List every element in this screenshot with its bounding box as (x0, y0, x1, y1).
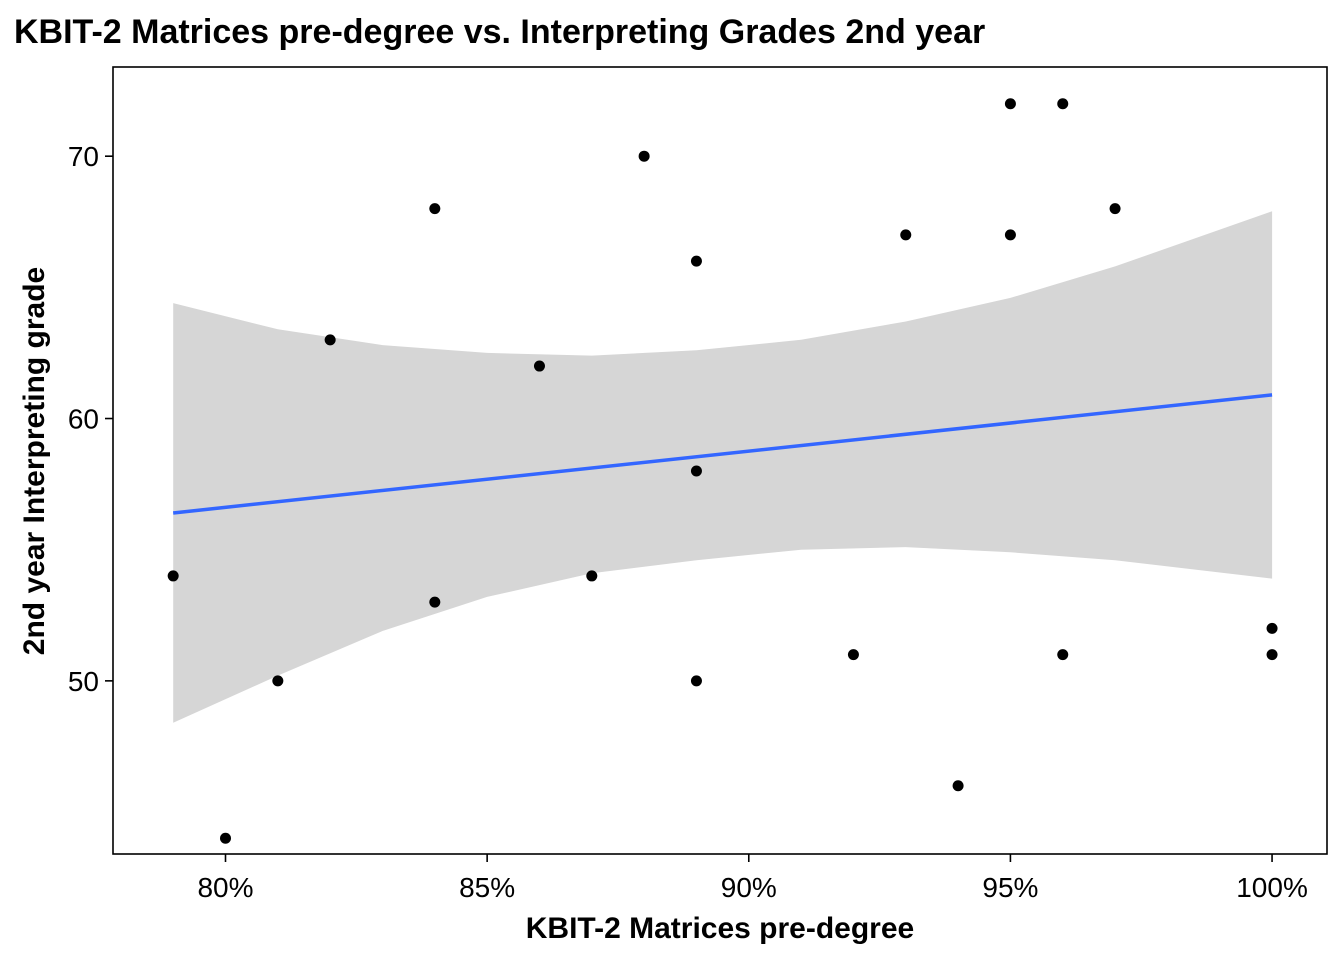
x-tick-label: 95% (982, 872, 1038, 903)
data-point (952, 780, 964, 792)
y-axis-title: 2nd year Interpreting grade (18, 267, 51, 655)
data-point (847, 649, 859, 661)
data-point (429, 596, 441, 608)
data-point (690, 465, 702, 477)
data-point (1004, 229, 1016, 241)
data-point (533, 360, 545, 372)
x-tick-label: 100% (1236, 872, 1308, 903)
data-point (690, 675, 702, 687)
x-tick-label: 85% (459, 872, 515, 903)
data-point (272, 675, 284, 687)
y-tick-label: 70 (68, 141, 99, 172)
x-tick-label: 90% (721, 872, 777, 903)
data-point (586, 570, 598, 582)
data-point (429, 203, 441, 215)
data-point (1004, 98, 1016, 110)
x-axis-title: KBIT-2 Matrices pre-degree (526, 912, 914, 945)
data-point (1266, 649, 1278, 661)
data-point (1266, 622, 1278, 634)
x-axis: 80% 85% 90% 95% 100% (197, 854, 1308, 903)
confidence-band-layer (173, 211, 1273, 723)
data-point (690, 255, 702, 267)
x-tick-label: 80% (197, 872, 253, 903)
plot-panel-border (112, 66, 1328, 855)
data-point (900, 229, 912, 241)
data-point (1109, 203, 1121, 215)
fit-line-layer (172, 393, 1273, 515)
chart-title: KBIT-2 Matrices pre-degree vs. Interpret… (14, 13, 985, 51)
data-point (167, 570, 179, 582)
data-point (1057, 649, 1069, 661)
y-tick-label: 50 (68, 666, 99, 697)
data-point (1057, 98, 1069, 110)
y-axis: 50 60 70 (68, 141, 113, 697)
data-point (638, 150, 650, 162)
y-tick-label: 60 (68, 404, 99, 435)
regression-line (172, 393, 1273, 515)
confidence-band (173, 211, 1273, 723)
data-point (324, 334, 336, 346)
points-layer (167, 98, 1278, 844)
data-point (220, 832, 232, 844)
